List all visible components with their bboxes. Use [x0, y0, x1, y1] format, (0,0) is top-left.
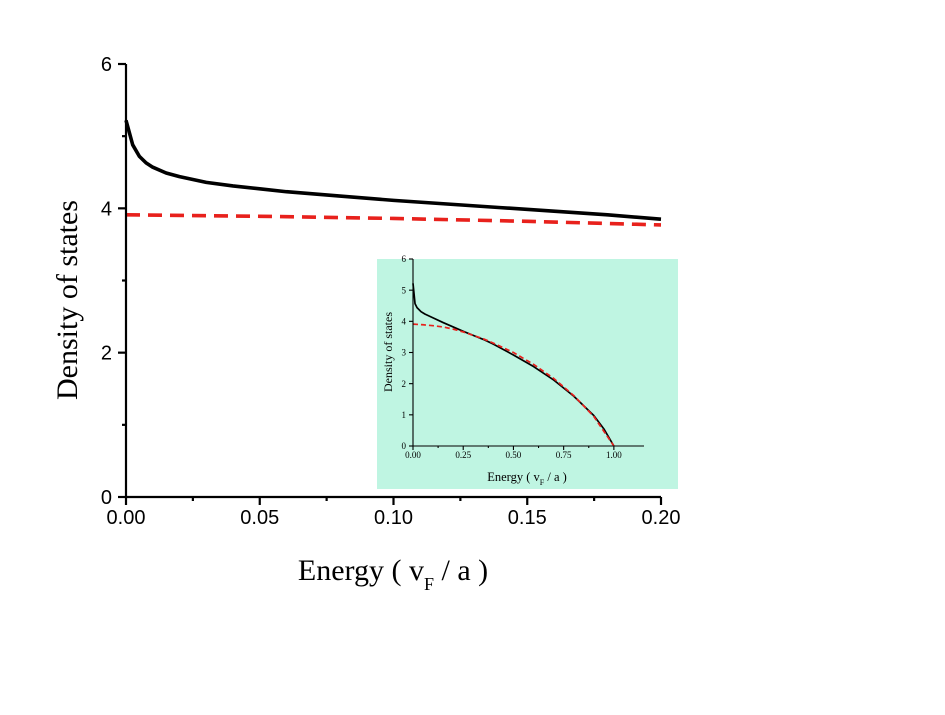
- inset-y-tick-label: 4: [402, 316, 407, 326]
- inset-x-tick-label: 1.00: [606, 450, 622, 460]
- main-tick-labels: 0.00 0.05 0.10 0.15 0.20 0 2 4 6: [101, 54, 681, 529]
- inset-x-tick-label: 0.25: [455, 450, 471, 460]
- main-series-exact-line: [124, 119, 662, 221]
- inset-x-axis-label: Energy ( vF / a ): [487, 470, 567, 487]
- inset-y-tick-label: 6: [402, 254, 407, 264]
- inset-y-tick-label: 1: [402, 410, 407, 420]
- inset-y-tick-label: 0: [402, 441, 407, 451]
- inset-x-tick-label: 0.00: [405, 450, 421, 460]
- inset-y-tick-label: 2: [402, 379, 407, 389]
- main-x-axis-label-main: Energy ( v: [298, 554, 424, 587]
- main-y-tick-label: 2: [101, 343, 112, 365]
- main-x-tick-label: 0.15: [508, 507, 547, 529]
- inset-y-axis-label: Density of states: [381, 312, 395, 392]
- main-axes-group: [118, 62, 663, 505]
- main-x-axis-label-subscript: F: [424, 574, 434, 594]
- inset-y-tick-label: 5: [402, 285, 407, 295]
- inset-series-group: [412, 283, 615, 447]
- main-y-tick-label: 4: [101, 198, 112, 220]
- inset-x-axis-label-subscript: F: [540, 478, 545, 487]
- main-x-tick-label: 0.10: [374, 507, 413, 529]
- main-series-approx-line: [125, 213, 662, 227]
- inset-y-tick-label: 3: [402, 348, 407, 358]
- inset-x-axis-label-main: Energy ( v: [487, 470, 540, 484]
- inset-series-approx-line: [412, 323, 615, 447]
- inset-x-tick-label: 0.75: [556, 450, 572, 460]
- inset-axes-group: [409, 258, 644, 450]
- main-x-axis-label-tail: / a ): [434, 554, 488, 587]
- main-x-tick-label: 0.20: [642, 507, 681, 529]
- inset-tick-labels: 0.00 0.25 0.50 0.75 1.00 0 1 2 3 4 5 6: [402, 254, 623, 460]
- main-x-axis-label: Energy ( vF / a ): [298, 554, 488, 594]
- main-series-group: [124, 119, 662, 227]
- main-y-tick-label: 0: [101, 487, 112, 509]
- main-x-tick-label: 0.00: [107, 507, 146, 529]
- inset-background: [377, 259, 678, 489]
- main-plot: 0.00 0.05 0.10 0.15 0.20 0 2 4 6 Density of stat…: [51, 54, 680, 594]
- main-x-tick-label: 0.05: [240, 507, 279, 529]
- inset-plot: 0.00 0.25 0.50 0.75 1.00 0 1 2 3 4 5 6 Density of s…: [377, 254, 678, 489]
- inset-x-axis-label-tail: / a ): [544, 470, 567, 484]
- inset-x-tick-label: 0.50: [506, 450, 522, 460]
- main-y-axis-label: Density of states: [51, 200, 84, 400]
- main-y-tick-label: 6: [101, 54, 112, 76]
